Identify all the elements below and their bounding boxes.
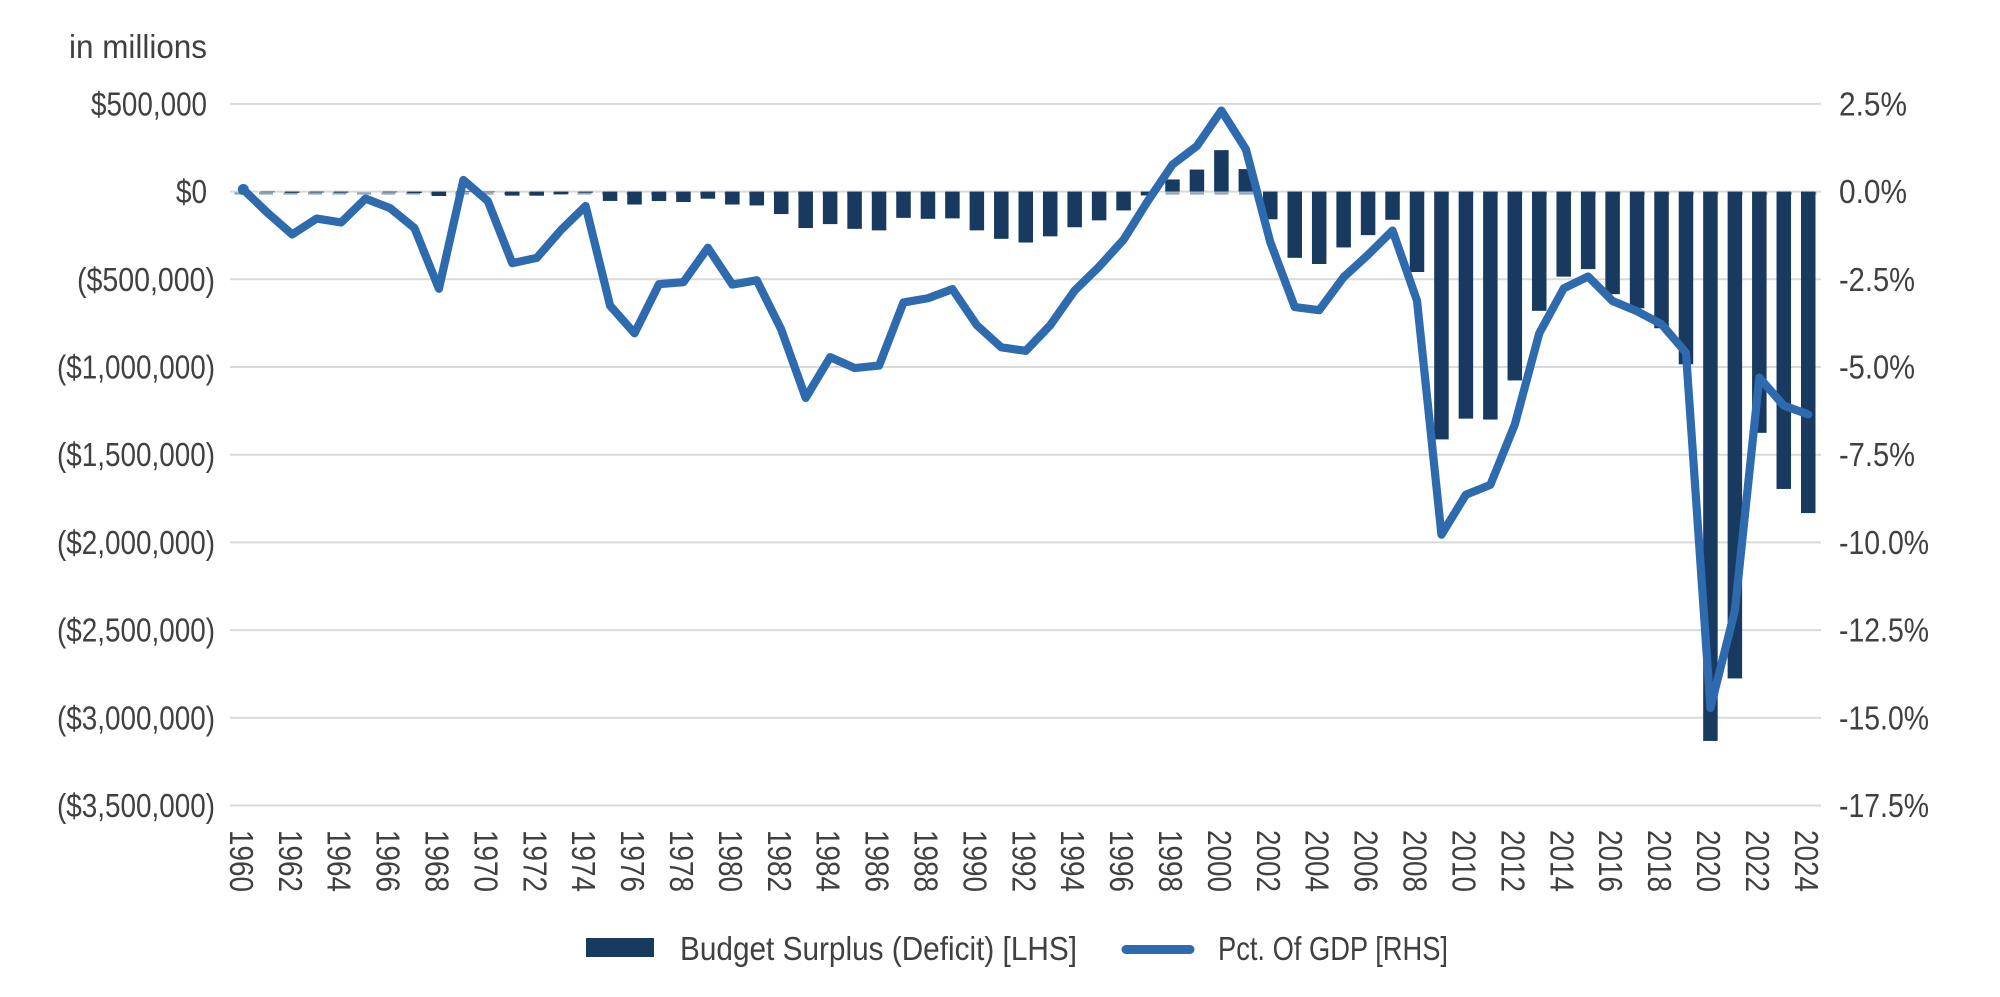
svg-text:1982: 1982	[761, 830, 798, 892]
svg-text:2010: 2010	[1446, 830, 1483, 892]
svg-text:1986: 1986	[859, 830, 896, 892]
svg-text:2022: 2022	[1739, 830, 1776, 892]
svg-text:-2.5%: -2.5%	[1839, 261, 1915, 298]
svg-text:$500,000: $500,000	[91, 85, 207, 122]
svg-text:-17.5%: -17.5%	[1839, 787, 1929, 824]
svg-text:1984: 1984	[810, 830, 847, 892]
svg-text:2012: 2012	[1494, 830, 1531, 892]
svg-text:2004: 2004	[1299, 830, 1336, 892]
svg-text:-15.0%: -15.0%	[1839, 699, 1929, 736]
svg-text:$0: $0	[176, 173, 207, 210]
svg-text:2000: 2000	[1201, 830, 1238, 892]
svg-text:1964: 1964	[321, 830, 358, 892]
svg-text:2018: 2018	[1641, 830, 1678, 892]
svg-text:2008: 2008	[1397, 830, 1434, 892]
svg-text:($3,500,000): ($3,500,000)	[57, 787, 215, 824]
svg-text:Budget Surplus (Deficit) [LHS]: Budget Surplus (Deficit) [LHS]	[680, 930, 1077, 967]
svg-text:-5.0%: -5.0%	[1839, 349, 1915, 386]
svg-text:1980: 1980	[712, 830, 749, 892]
svg-text:1972: 1972	[516, 830, 553, 892]
svg-text:Pct. Of GDP [RHS]: Pct. Of GDP [RHS]	[1218, 930, 1448, 967]
svg-text:1978: 1978	[663, 830, 700, 892]
svg-text:($2,500,000): ($2,500,000)	[57, 612, 215, 649]
svg-text:1994: 1994	[1054, 830, 1091, 892]
svg-text:($500,000): ($500,000)	[77, 261, 215, 298]
svg-text:1996: 1996	[1103, 830, 1140, 892]
svg-text:1960: 1960	[223, 830, 260, 892]
svg-text:-12.5%: -12.5%	[1839, 612, 1929, 649]
svg-text:1974: 1974	[565, 830, 602, 892]
svg-text:in millions: in millions	[69, 28, 207, 65]
svg-text:1962: 1962	[272, 830, 309, 892]
svg-text:2.5%: 2.5%	[1839, 85, 1907, 122]
svg-text:($1,000,000): ($1,000,000)	[57, 349, 215, 386]
svg-text:1968: 1968	[419, 830, 456, 892]
svg-text:2002: 2002	[1250, 830, 1287, 892]
svg-text:1976: 1976	[614, 830, 651, 892]
svg-text:1988: 1988	[908, 830, 945, 892]
svg-text:1990: 1990	[956, 830, 993, 892]
svg-text:2006: 2006	[1348, 830, 1385, 892]
svg-text:-10.0%: -10.0%	[1839, 524, 1929, 561]
svg-text:2014: 2014	[1543, 830, 1580, 892]
svg-text:($1,500,000): ($1,500,000)	[57, 436, 215, 473]
svg-text:($2,000,000): ($2,000,000)	[57, 524, 215, 561]
svg-text:2016: 2016	[1592, 830, 1629, 892]
svg-text:1998: 1998	[1152, 830, 1189, 892]
svg-text:2024: 2024	[1788, 830, 1825, 892]
svg-text:0.0%: 0.0%	[1839, 173, 1907, 210]
svg-text:1966: 1966	[370, 830, 407, 892]
svg-text:($3,000,000): ($3,000,000)	[57, 699, 215, 736]
svg-text:2020: 2020	[1690, 830, 1727, 892]
svg-text:1970: 1970	[467, 830, 504, 892]
svg-text:-7.5%: -7.5%	[1839, 436, 1915, 473]
svg-text:1992: 1992	[1005, 830, 1042, 892]
